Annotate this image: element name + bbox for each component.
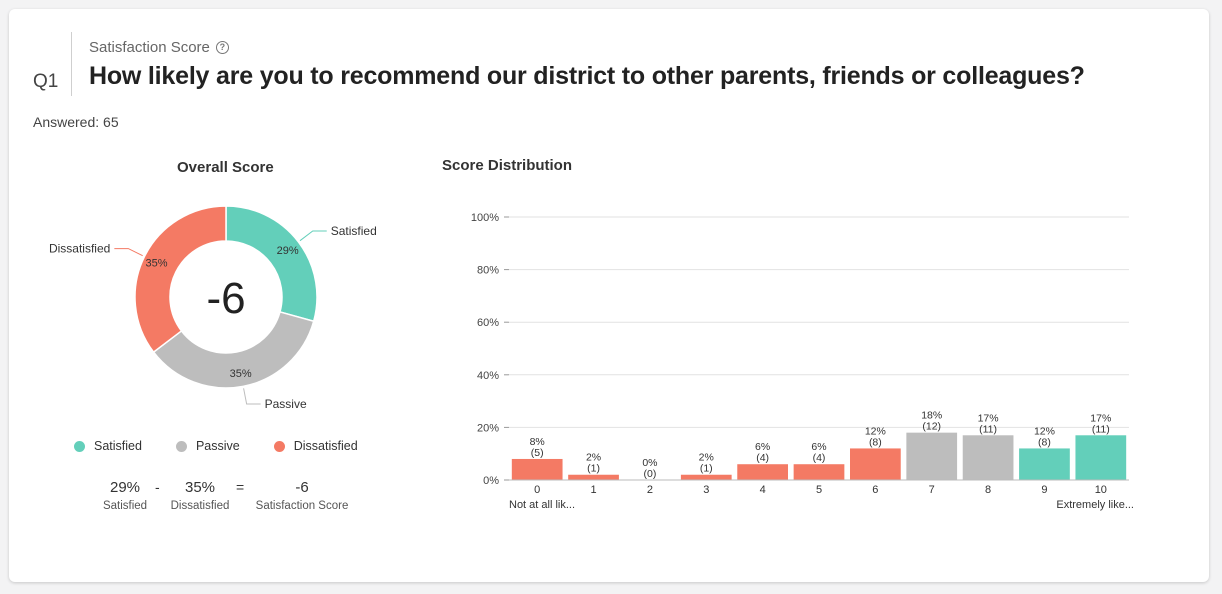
legend-swatch [175, 440, 187, 452]
bar-score-0[interactable] [511, 458, 563, 480]
donut-slice-percent: 35% [230, 368, 252, 380]
legend-label: Satisfied [94, 439, 142, 453]
leader-line [299, 230, 327, 242]
answered-count: Answered: 65 [33, 114, 119, 130]
legend-swatch [273, 440, 285, 452]
bar-percent-label: 17% [978, 412, 999, 424]
bar-count-label: (1) [587, 463, 600, 475]
bar-count-label: (1) [700, 463, 713, 475]
bar-score-7[interactable] [906, 432, 958, 480]
bar-score-9[interactable] [1019, 448, 1070, 480]
x-tick-label: 6 [872, 484, 878, 496]
x-tick-label: 2 [647, 484, 653, 496]
bar-count-label: (4) [813, 452, 826, 464]
bar-percent-label: 8% [530, 436, 545, 448]
score-formula: 29% Satisfied - 35% Dissatisfied = -6 Sa… [9, 479, 409, 529]
question-number: Q1 [33, 71, 59, 92]
bar-percent-label: 6% [811, 441, 826, 453]
y-tick-label: 100% [471, 212, 499, 224]
bar-percent-label: 17% [1090, 412, 1111, 424]
x-tick-label: 9 [1041, 484, 1047, 496]
donut-slice-dissatisfied[interactable] [134, 205, 227, 354]
overall-score-title: Overall Score [177, 159, 274, 176]
donut-slice-percent: 35% [146, 258, 168, 270]
bar-score-4[interactable] [737, 464, 788, 480]
bar-count-label: (12) [922, 421, 941, 433]
score-distribution-title: Score Distribution [442, 157, 573, 174]
x-tick-label: 7 [929, 484, 935, 496]
bar-score-3[interactable] [680, 474, 732, 480]
donut-legend: Satisfied Passive Dissatisfied [74, 439, 392, 453]
y-tick-label: 20% [477, 422, 499, 434]
legend-item-satisfied[interactable]: Satisfied [74, 439, 142, 453]
donut-slice-satisfied[interactable] [225, 205, 318, 323]
overall-donut-chart: 29% Satisfied 35% Passive 35% Dissatisfied -6 [49, 205, 377, 411]
formula-minus: - [155, 479, 160, 495]
bar-score-6[interactable] [850, 448, 901, 480]
bar-count-label: (8) [1038, 436, 1051, 448]
bar-percent-label: 2% [699, 452, 714, 464]
bar-percent-label: 18% [921, 410, 942, 422]
bar-score-10[interactable] [1075, 435, 1127, 480]
x-tick-label: 0 [534, 484, 540, 496]
x-tick-label: 3 [703, 484, 709, 496]
bar-count-label: (11) [979, 423, 997, 435]
formula-dissatisfied-value: 35% [184, 479, 216, 496]
bar-count-label: (11) [1092, 423, 1110, 435]
bar-count-label: (5) [531, 447, 544, 459]
y-tick-label: 80% [477, 265, 499, 277]
formula-equals: = [236, 479, 245, 495]
question-type-label: Satisfaction Score [89, 39, 210, 56]
overall-score-value: -6 [206, 274, 245, 323]
bar-count-label: (4) [756, 452, 769, 464]
legend-label: Passive [195, 439, 240, 453]
x-tick-label: 1 [590, 484, 596, 496]
formula-dissatisfied-label: Dissatisfied [170, 500, 230, 512]
formula-score-value: -6 [295, 479, 309, 496]
leader-line [243, 388, 261, 405]
legend-swatch [74, 440, 85, 452]
formula-score-label: Satisfaction Score [255, 500, 349, 512]
donut-slice-label: Satisfied [331, 224, 377, 238]
score-distribution-chart: 0%20%40%60%80%100%8%(5)02%(1)10%(0)22%(1… [471, 212, 1134, 511]
high-endpoint-label: Extremely like... [1056, 499, 1134, 511]
legend-item-passive[interactable]: Passive [175, 439, 240, 453]
formula-satisfied-label: Satisfied [102, 500, 148, 512]
bar-count-label: (0) [643, 468, 656, 480]
x-tick-label: 5 [816, 484, 822, 496]
header-divider [71, 32, 72, 96]
bar-percent-label: 6% [755, 441, 770, 453]
bar-count-label: (8) [869, 436, 882, 448]
y-tick-label: 0% [483, 475, 499, 487]
leader-line [114, 248, 143, 257]
donut-slice-label: Passive [265, 397, 307, 411]
donut-slice-passive[interactable] [152, 311, 315, 389]
bar-score-1[interactable] [568, 474, 619, 480]
bar-percent-label: 2% [586, 452, 601, 464]
x-tick-label: 8 [985, 484, 991, 496]
bar-percent-label: 0% [642, 457, 657, 469]
donut-slice-label: Dissatisfied [49, 242, 110, 256]
low-endpoint-label: Not at all lik... [509, 499, 575, 511]
bar-score-8[interactable] [962, 435, 1014, 480]
y-tick-label: 60% [477, 317, 499, 329]
legend-item-dissatisfied[interactable]: Dissatisfied [273, 439, 358, 453]
y-tick-label: 40% [477, 370, 499, 382]
bar-percent-label: 12% [1034, 425, 1055, 437]
bar-score-5[interactable] [793, 464, 845, 480]
question-type: Satisfaction Score ? [89, 39, 229, 56]
formula-satisfied-value: 29% [109, 479, 141, 496]
x-tick-label: 4 [760, 484, 766, 496]
question-card: Q1 Satisfaction Score ? How likely are y… [9, 9, 1209, 582]
help-icon[interactable]: ? [215, 41, 229, 54]
donut-slice-percent: 29% [277, 245, 299, 257]
bar-percent-label: 12% [865, 425, 886, 437]
x-tick-label: 10 [1095, 484, 1107, 496]
question-title: How likely are you to recommend our dist… [89, 62, 1085, 90]
legend-label: Dissatisfied [293, 439, 358, 453]
